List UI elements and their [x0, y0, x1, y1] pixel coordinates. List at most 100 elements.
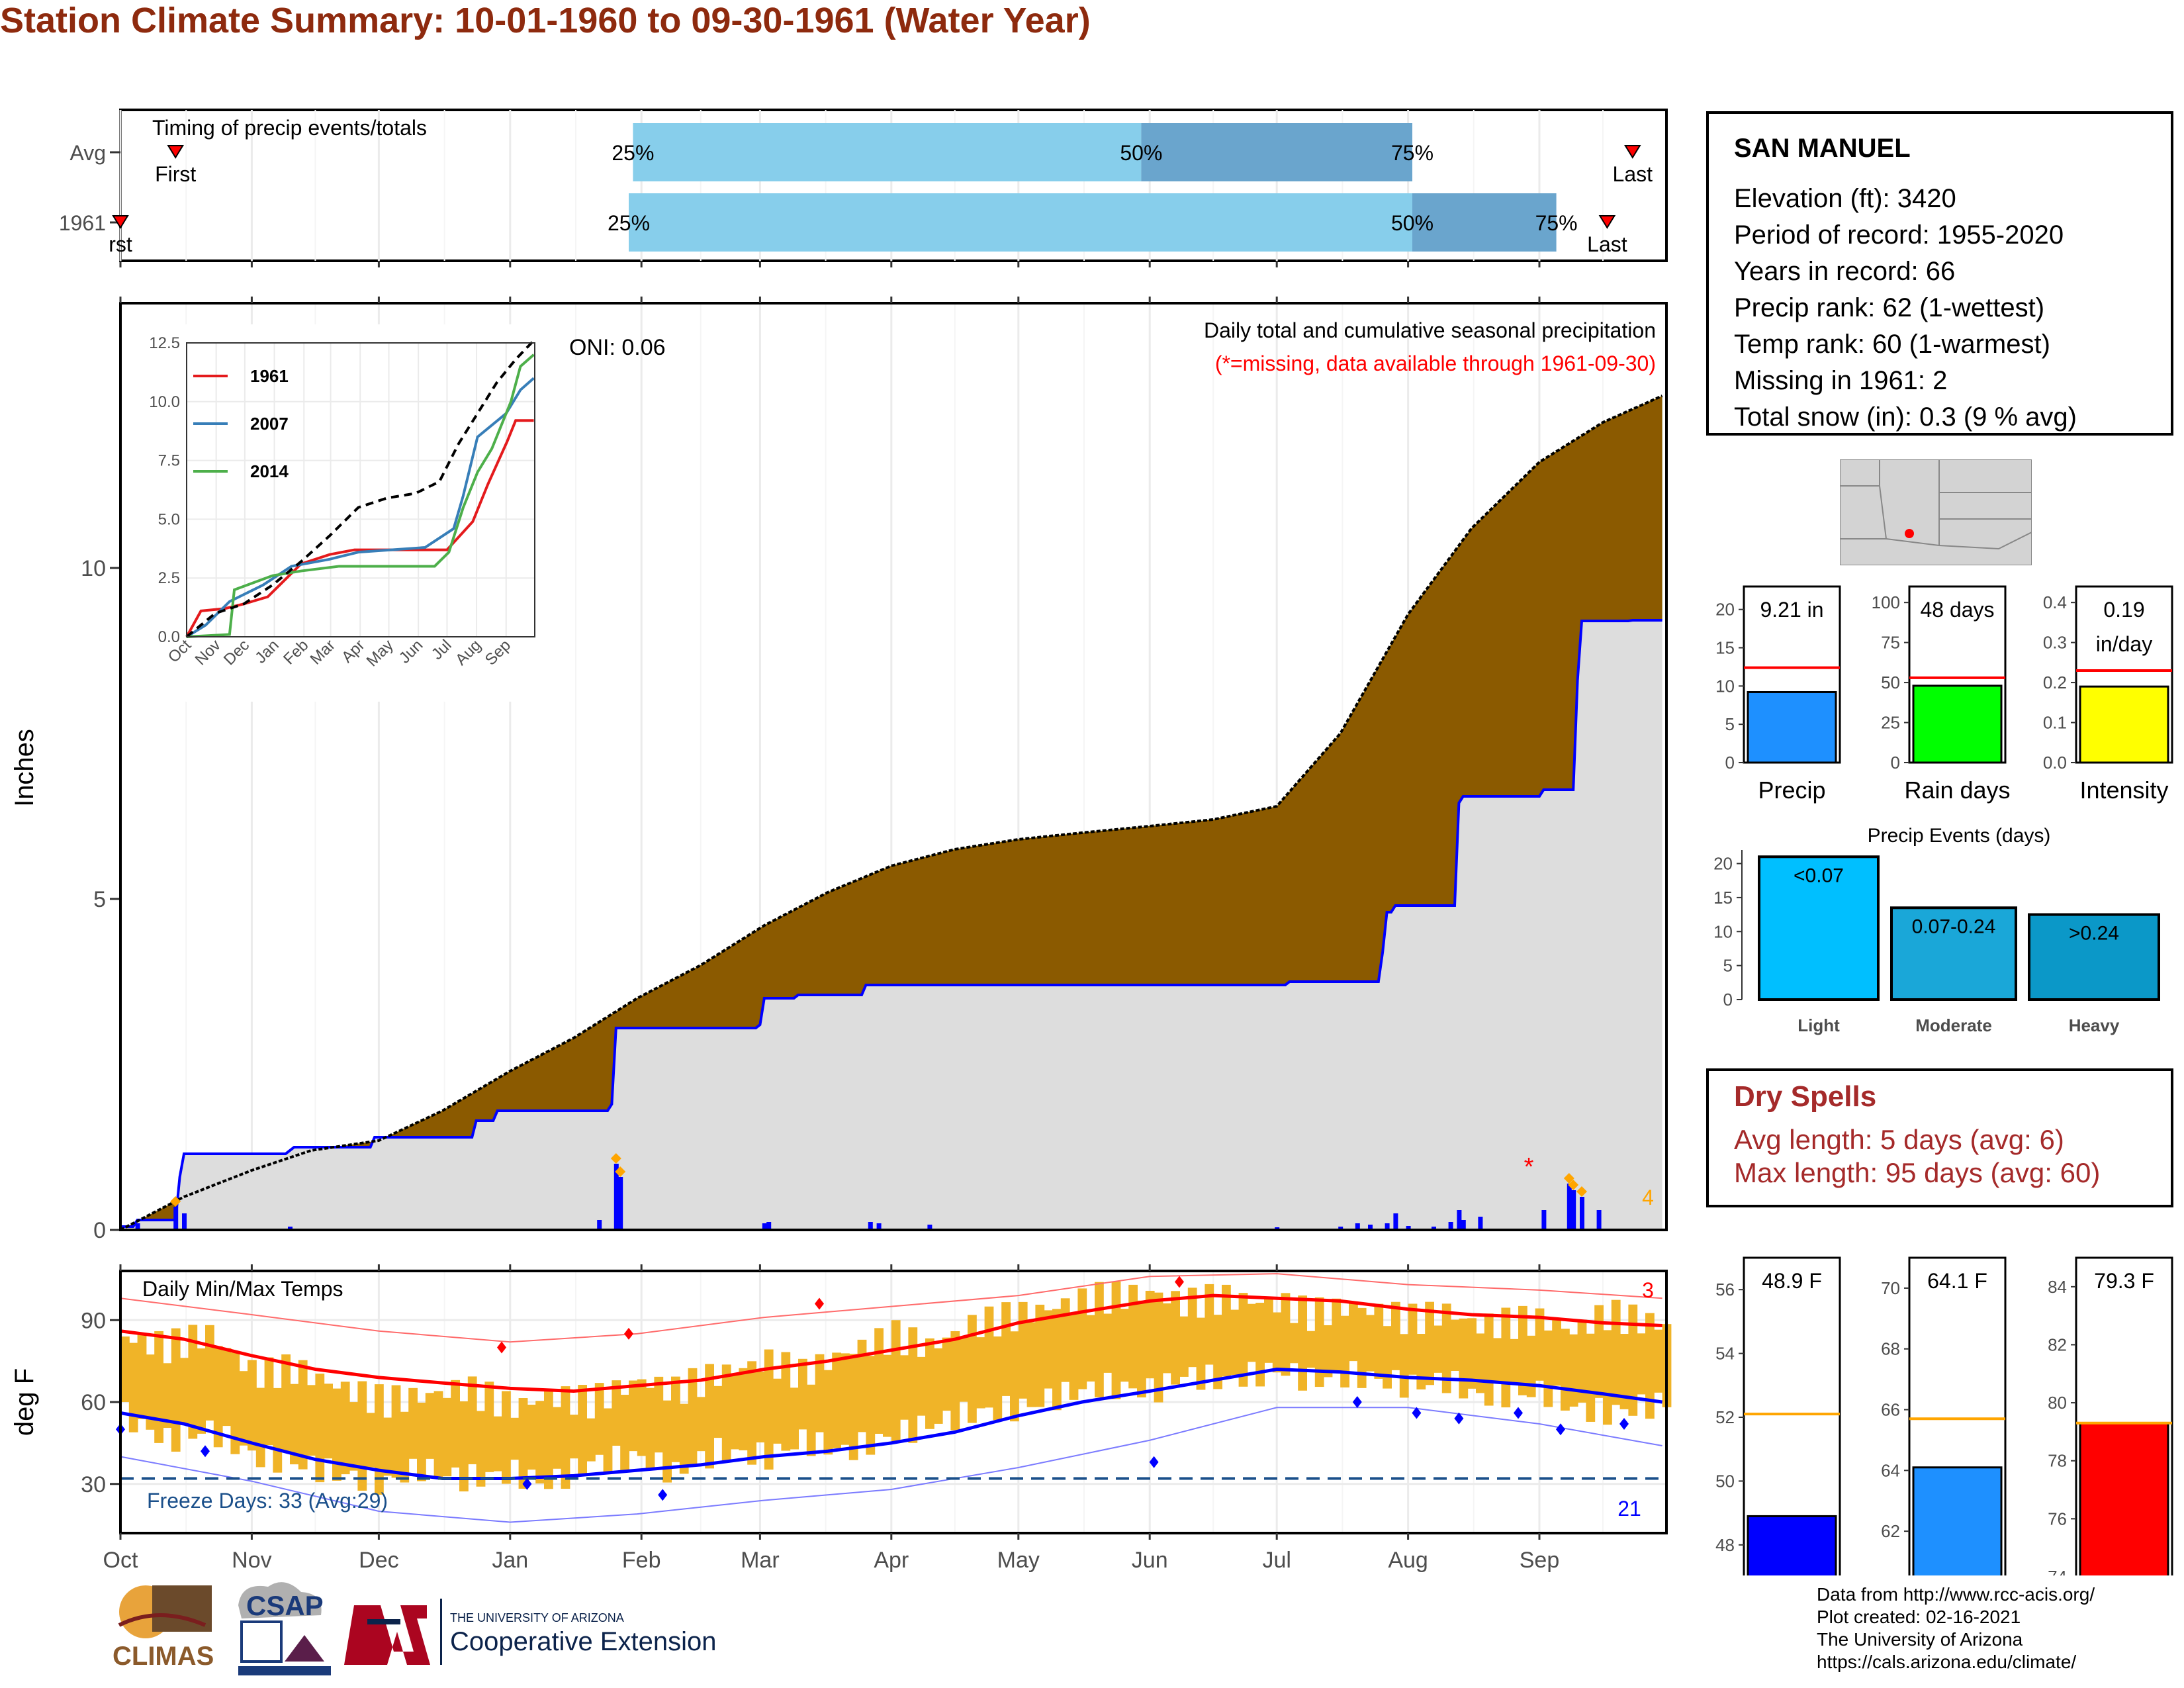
precip-event-bar-label: 0.07-0.24: [1912, 915, 1996, 937]
daily-precip-bar: [1432, 1227, 1436, 1230]
daily-temp-range-bar: [1205, 1284, 1214, 1365]
mini-chart-value-label: in/day: [2096, 632, 2152, 656]
timing-label: Timing of precip events/totals: [152, 116, 427, 140]
record-low-marker: [658, 1489, 668, 1501]
daily-temp-range-bar: [391, 1385, 401, 1478]
daily-temp-range-bar: [713, 1385, 723, 1438]
daily-precip-bar: [1541, 1210, 1547, 1230]
daily-temp-range-bar: [213, 1346, 223, 1448]
dry-spells-panel: Dry Spells Avg length: 5 days (avg: 6) M…: [1706, 1068, 2173, 1207]
daily-temp-range-bar: [400, 1411, 410, 1483]
daily-temp-range-bar: [976, 1337, 985, 1409]
last-marker-icon: [1624, 145, 1641, 159]
daily-precip-bar: [1406, 1226, 1411, 1230]
credit-source: Data from http://www.rcc-acis.org/: [1817, 1584, 2095, 1605]
daily-temp-range-bar: [637, 1379, 647, 1456]
month-label: Jul: [1262, 1548, 1291, 1573]
precip-event-bar: [1890, 906, 2017, 1001]
mini-chart-tick-label: 82: [2048, 1335, 2067, 1354]
daily-precip-bar: [1457, 1210, 1462, 1230]
daily-temp-range-bar: [1569, 1334, 1578, 1407]
daily-temp-range-bar: [1459, 1318, 1469, 1399]
daily-precip-bar: [1596, 1210, 1602, 1230]
daily-temp-range-bar: [1213, 1315, 1222, 1389]
timing-panel: Avg 25% 50% 75% First Last 1961 25% 50% 75% rst Las…: [59, 109, 1668, 262]
avg-max-line: [120, 1293, 1662, 1393]
daily-temp-range-bar: [1187, 1288, 1197, 1368]
state-borders: [1840, 459, 2032, 550]
mini-chart-tick-label: 78: [2048, 1451, 2067, 1471]
timing-q75-label: 75%: [1391, 141, 1433, 165]
mini-chart-bar: [1747, 690, 1837, 764]
inset-legend-label: 2007: [250, 414, 289, 434]
record-low-marker: [1619, 1418, 1629, 1430]
mini-chart-tick-label: 15: [1715, 638, 1735, 658]
mini-chart-tick-label: 20: [1715, 600, 1735, 620]
inset-legend-label: 1961: [250, 366, 289, 386]
inset-series-line: [185, 377, 535, 638]
daily-temp-range-bar: [1594, 1305, 1604, 1398]
mini-chart-bar: [1912, 684, 2003, 764]
precip-events-title: Precip Events (days): [1868, 825, 2051, 847]
station-snow: Total snow (in): 0.3 (9 % avg): [1734, 402, 2077, 432]
daily-temp-range-bar: [1255, 1303, 1265, 1387]
daily-temp-range-bar: [1433, 1325, 1443, 1373]
station-missing: Missing in 1961: 2: [1734, 366, 1948, 395]
mini-chart-value-label: 0.19: [2103, 598, 2144, 622]
mini-chart-tick-label: 70: [1881, 1278, 1900, 1298]
daily-temp-range-bar: [891, 1320, 901, 1442]
daily-temp-range-bar: [933, 1348, 943, 1424]
daily-precip-bar: [927, 1225, 933, 1230]
daily-temp-range-bar: [781, 1352, 791, 1451]
precip-event-category: Light: [1797, 1015, 1840, 1035]
daily-temp-range-bar: [1561, 1329, 1570, 1411]
daily-temp-range-bar: [1264, 1297, 1273, 1363]
temp-y-tick-label: 90: [81, 1308, 106, 1333]
daily-temp-range-bar: [188, 1325, 198, 1439]
inset-frame: [186, 342, 535, 637]
temp-panel: 30 60 90 deg F Daily Min/Max Temps Freeze …: [10, 1270, 1672, 1534]
daily-temp-range-bar: [1298, 1295, 1307, 1391]
inset-y-tick-label: 10.0: [149, 393, 180, 411]
mini-chart-value-label: 48.9 F: [1762, 1269, 1822, 1293]
daily-temp-range-bar: [230, 1352, 240, 1454]
daily-temp-range-bar: [1289, 1323, 1299, 1364]
daily-precip-bar: [1478, 1217, 1483, 1230]
big-count: 4: [1642, 1186, 1654, 1209]
daily-temp-range-bar: [1196, 1317, 1206, 1390]
daily-temp-range-bar: [612, 1380, 621, 1446]
daily-temp-range-bar: [721, 1364, 731, 1462]
average-cumulative-line: [120, 395, 1663, 1231]
mini-chart-tick-label: 48: [1715, 1535, 1735, 1555]
daily-temp-range-bar: [1001, 1302, 1011, 1396]
daily-temp-range-bar: [679, 1403, 689, 1474]
daily-temp-range-bar: [1018, 1301, 1028, 1399]
daily-temp-range-bar: [1408, 1303, 1418, 1375]
events-tick-label: 5: [1723, 956, 1733, 976]
missing-marker-icon: *: [1524, 1153, 1534, 1181]
timing-bar-q50-q75: [1141, 123, 1412, 181]
daily-temp-range-bar: [484, 1382, 494, 1472]
mini-chart-tick-label: 100: [1872, 592, 1900, 612]
daily-temp-range-bar: [1399, 1334, 1409, 1398]
record-high-marker: [815, 1297, 824, 1310]
events-tick-label: 0: [1723, 990, 1733, 1009]
daily-temp-range-bar: [1103, 1313, 1113, 1373]
station-elevation: Elevation (ft): 3420: [1734, 184, 1956, 213]
record-low-marker: [1149, 1456, 1159, 1468]
daily-temp-range-bar: [917, 1356, 926, 1416]
below-average-area: [120, 396, 1662, 1230]
daily-temp-range-bar: [1162, 1303, 1172, 1374]
record-high-marker: [1175, 1276, 1184, 1288]
daily-temp-range-bar: [1518, 1305, 1527, 1395]
daily-temp-range-bar: [586, 1418, 596, 1462]
dry-spells-max: Max length: 95 days (avg: 60): [1734, 1157, 2101, 1188]
daily-temp-range-bar: [1526, 1335, 1536, 1397]
last-label: Last: [1613, 162, 1653, 186]
daily-temp-range-bar: [383, 1417, 392, 1476]
month-label: Oct: [103, 1548, 138, 1573]
daily-temp-range-bar: [1391, 1301, 1400, 1370]
precip-frame: [119, 302, 1668, 1231]
daily-temp-range-bar: [561, 1386, 570, 1489]
